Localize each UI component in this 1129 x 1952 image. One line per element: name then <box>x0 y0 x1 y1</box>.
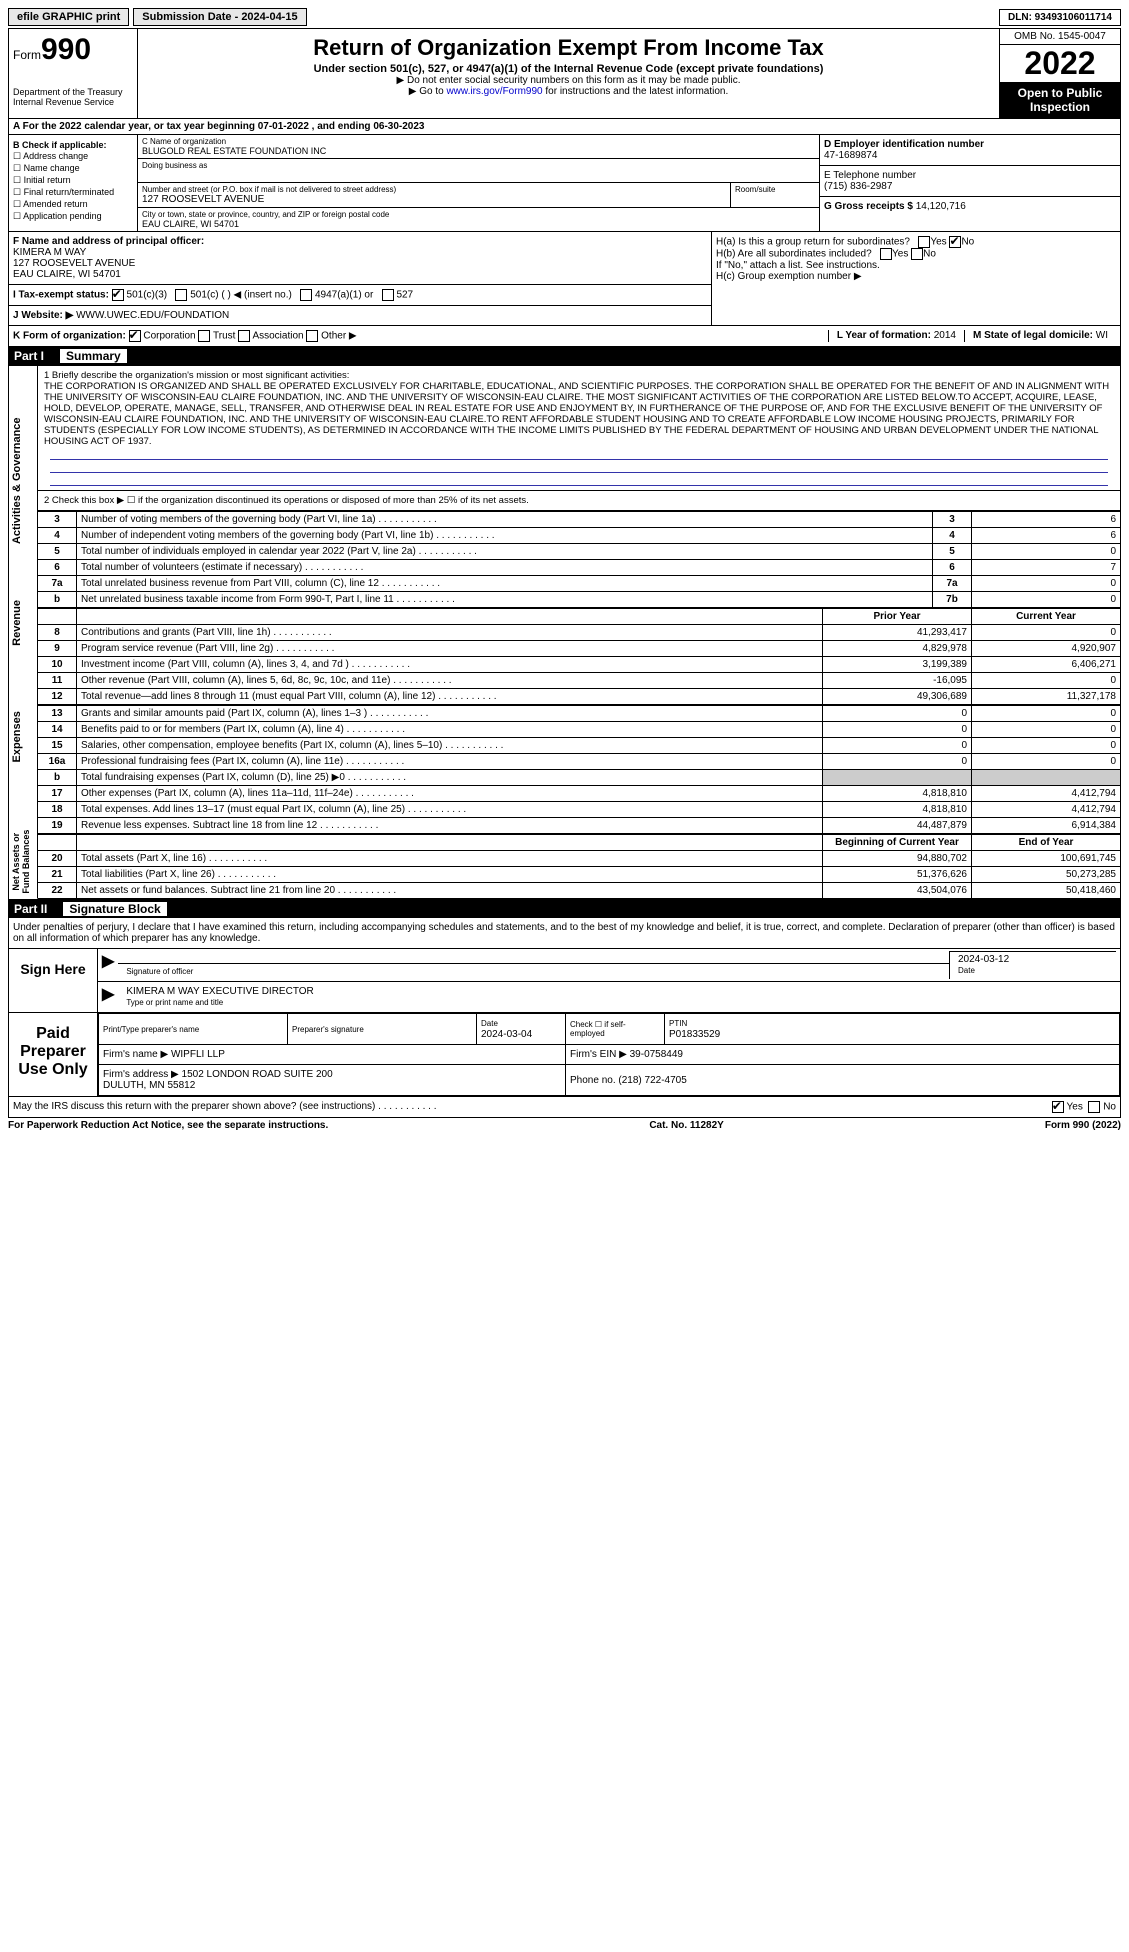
cb-initial[interactable]: ☐ Initial return <box>13 175 133 186</box>
part2-header: Part II Signature Block <box>8 900 1121 918</box>
org-name: BLUGOLD REAL ESTATE FOUNDATION INC <box>142 146 815 156</box>
tax-year: 2022 <box>1000 45 1120 82</box>
cb-final[interactable]: ☐ Final return/terminated <box>13 187 133 198</box>
website: J Website: ▶ WWW.UWEC.EDU/FOUNDATION <box>9 306 711 325</box>
form-subtitle: Under section 501(c), 527, or 4947(a)(1)… <box>142 63 995 75</box>
summary-body: Activities & Governance Revenue Expenses… <box>8 365 1121 900</box>
form-title: Return of Organization Exempt From Incom… <box>142 35 995 61</box>
col-c: C Name of organization BLUGOLD REAL ESTA… <box>138 135 819 231</box>
dln: DLN: 93493106011714 <box>999 9 1121 26</box>
mission: 1 Briefly describe the organization's mi… <box>38 366 1120 491</box>
ein: 47-1689874 <box>824 150 1116 161</box>
cb-amended[interactable]: ☐ Amended return <box>13 199 133 210</box>
sig-block: Under penalties of perjury, I declare th… <box>8 918 1121 1118</box>
city: EAU CLAIRE, WI 54701 <box>142 219 815 229</box>
col-d: D Employer identification number 47-1689… <box>819 135 1120 231</box>
paid-table: Print/Type preparer's name Preparer's si… <box>98 1013 1120 1096</box>
form-header: Form990 Department of the Treasury Inter… <box>8 28 1121 119</box>
rev-table: Prior YearCurrent Year 8Contributions an… <box>38 608 1120 705</box>
note2: ▶ Go to www.irs.gov/Form990 for instruct… <box>142 86 995 97</box>
phone: (715) 836-2987 <box>824 181 1116 192</box>
k-row: K Form of organization: Corporation Trus… <box>8 326 1121 347</box>
exp-table: 13Grants and similar amounts paid (Part … <box>38 705 1120 834</box>
street: 127 ROOSEVELT AVENUE <box>142 194 726 205</box>
cb-pending[interactable]: ☐ Application pending <box>13 211 133 222</box>
h-section: H(a) Is this a group return for subordin… <box>711 232 1120 325</box>
gross-receipts: 14,120,716 <box>916 201 966 212</box>
dept: Department of the Treasury Internal Reve… <box>13 87 133 107</box>
omb: OMB No. 1545-0047 <box>1000 29 1120 45</box>
inspection: Open to Public Inspection <box>1000 82 1120 118</box>
irs-link[interactable]: www.irs.gov/Form990 <box>446 86 542 97</box>
cb-addr[interactable]: ☐ Address change <box>13 151 133 162</box>
top-bar: efile GRAPHIC print Submission Date - 20… <box>8 8 1121 26</box>
cb-name[interactable]: ☐ Name change <box>13 163 133 174</box>
efile-btn[interactable]: efile GRAPHIC print <box>8 8 129 26</box>
footer: For Paperwork Reduction Act Notice, see … <box>8 1118 1121 1133</box>
cb-501c3[interactable] <box>112 289 124 301</box>
tax-exempt: I Tax-exempt status: 501(c)(3) 501(c) ( … <box>9 285 711 306</box>
net-table: Beginning of Current YearEnd of Year 20T… <box>38 834 1120 899</box>
form-number: Form990 <box>13 33 133 67</box>
section-fhij: F Name and address of principal officer:… <box>8 232 1121 326</box>
main-grid: B Check if applicable: ☐ Address change … <box>8 135 1121 232</box>
gov-table: 3Number of voting members of the governi… <box>38 511 1120 608</box>
line2: 2 Check this box ▶ ☐ if the organization… <box>38 491 1120 511</box>
row-a: A For the 2022 calendar year, or tax yea… <box>8 119 1121 135</box>
part1-header: Part I Summary <box>8 347 1121 365</box>
note1: ▶ Do not enter social security numbers o… <box>142 75 995 86</box>
submission-btn[interactable]: Submission Date - 2024-04-15 <box>133 8 306 26</box>
col-b: B Check if applicable: ☐ Address change … <box>9 135 138 231</box>
